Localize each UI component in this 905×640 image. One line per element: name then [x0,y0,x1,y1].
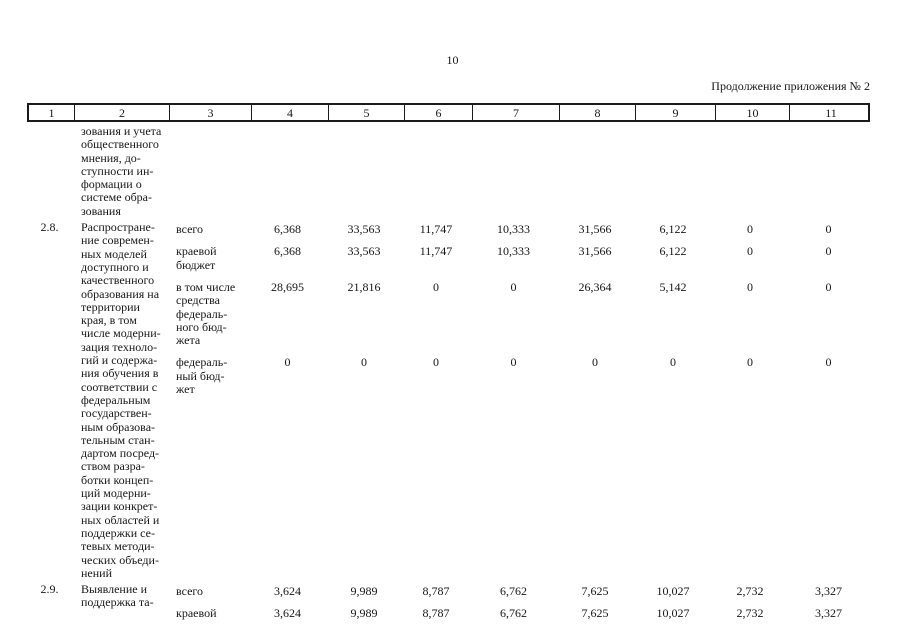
column-number-header: 8 [559,105,635,120]
value-cell: 2,732 [736,606,764,621]
budget-rows-group [167,125,870,127]
value-cell: 9,989 [350,606,378,621]
value-cell: 33,563 [347,244,381,259]
entry-description-cell: зования и учета общественного мнения, до… [81,124,162,218]
value-cell: 0 [510,355,517,370]
budget-label-cell: всего [176,584,204,599]
value-cell: 5,142 [659,279,687,294]
value-cell: 0 [825,279,832,294]
value-cell: 7,625 [581,584,609,599]
budget-row: федераль- ный бюд- жет 0 0 0 0 0 0 0 0 [167,356,870,396]
entry-number-cell: 2.9. [40,582,59,597]
value-cell: 3,327 [815,606,842,621]
budget-row: краевой бюджет 6,368 33,563 11,747 10,333 31,… [167,245,870,272]
value-cell: 3,624 [274,584,301,599]
value-cell: 10,333 [497,222,530,237]
value-cell: 8,787 [422,606,450,621]
value-cell: 10,027 [656,584,690,599]
value-cell: 2,732 [736,584,764,599]
value-cell: 31,566 [578,222,612,237]
table-entry: зования и учета общественного мнения, до… [27,124,870,218]
column-number-header: 11 [789,105,872,120]
table-body: зования и учета общественного мнения, до… [27,124,870,621]
value-cell: 6,368 [274,244,301,259]
table-header-row: 1 2 3 4 5 6 7 8 9 10 11 [27,103,870,122]
entry-number-cell: 2.8. [40,220,59,235]
column-number-header: 1 [48,105,55,120]
value-cell: 21,816 [347,279,381,294]
value-cell: 11,747 [419,222,453,237]
budget-label-cell: в том числе средства федераль- ного бюд-… [176,279,236,348]
value-cell: 6,122 [659,222,687,237]
column-number-header: 7 [472,105,559,120]
page-number: 10 [446,53,459,67]
budget-label-cell: краевой [176,606,217,621]
value-cell: 0 [433,279,439,294]
budget-label-cell: всего [176,222,204,237]
value-cell: 0 [670,355,676,370]
value-cell: 0 [361,355,367,370]
table-entry: 2.9. Выявление и поддержка та-всего 3,624 9… [27,582,870,621]
budget-row: краевой 3,624 9,989 8,787 6,762 7,625 10,027 2,… [167,606,870,621]
entry-description-cell: Распростране- ние современ- ных моделей … [81,220,161,580]
column-number-header: 6 [404,105,472,120]
budget-label-cell: краевой бюджет [176,244,217,272]
value-cell: 28,695 [271,279,304,294]
value-cell: 9,989 [350,584,378,599]
budget-row: всего 3,624 9,989 8,787 6,762 7,625 10,027 2,73… [167,584,870,599]
value-cell: 6,368 [274,222,301,237]
table-entry: 2.8. Распростране- ние современ- ных моде… [27,220,870,580]
value-cell: 7,625 [581,606,609,621]
value-cell: 0 [747,355,753,370]
budget-rows-group: всего 3,624 9,989 8,787 6,762 7,625 10,027 2,73… [167,583,870,621]
value-cell: 0 [433,355,439,370]
column-number-header: 9 [635,105,715,120]
value-cell: 0 [747,279,753,294]
value-cell: 0 [825,222,832,237]
budget-label-cell: федераль- ный бюд- жет [176,355,228,397]
continuation-note: Продолжение приложения № 2 [711,79,870,93]
value-cell: 10,027 [656,606,690,621]
value-cell: 3,624 [274,606,301,621]
budget-row: в том числе средства федераль- ного бюд-… [167,279,870,348]
value-cell: 3,327 [815,584,842,599]
value-cell: 6,762 [500,584,527,599]
value-cell: 0 [825,355,832,370]
column-number-header: 5 [328,105,404,120]
value-cell: 0 [510,279,517,294]
value-cell: 33,563 [347,222,381,237]
value-cell: 0 [747,222,753,237]
value-cell: 11,747 [419,244,453,259]
value-cell: 0 [592,355,598,370]
column-number-header: 2 [74,105,169,120]
value-cell: 26,364 [578,279,612,294]
value-cell: 0 [284,355,291,370]
entry-description-cell: Выявление и поддержка та- [81,582,154,610]
column-number-header: 10 [715,105,789,120]
column-number-header: 4 [251,105,328,120]
value-cell: 8,787 [422,584,450,599]
value-cell: 31,566 [578,244,612,259]
value-cell: 6,122 [659,244,687,259]
column-number-header: 3 [169,105,251,120]
value-cell: 0 [825,244,832,259]
value-cell: 10,333 [497,244,530,259]
budget-row: всего 6,368 33,563 11,747 10,333 31,566 6,122 0… [167,222,870,237]
value-cell: 0 [747,244,753,259]
value-cell: 6,762 [500,606,527,621]
budget-rows-group: всего 6,368 33,563 11,747 10,333 31,566 6,122 0… [167,221,870,396]
